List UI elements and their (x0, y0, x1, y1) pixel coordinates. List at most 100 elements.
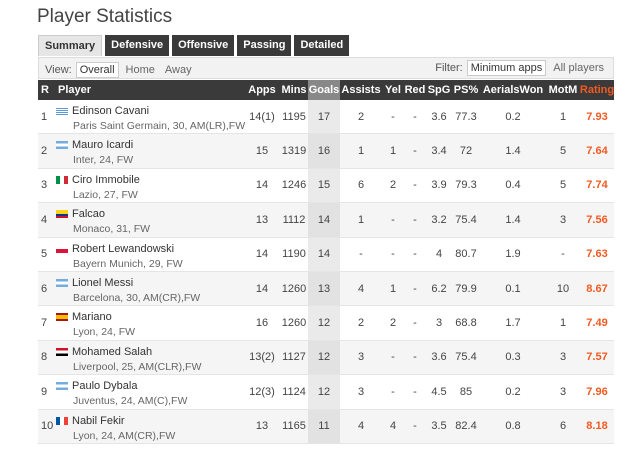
pass-success-cell: 68.8 (455, 317, 477, 330)
red-cards-cell: - (413, 248, 417, 261)
column-header-mins[interactable]: Mins (281, 84, 307, 96)
pass-success-cell: 79.3 (455, 179, 477, 192)
tab-defensive[interactable]: Defensive (105, 35, 170, 56)
spain-flag-icon (56, 313, 68, 322)
pass-success-cell: 79.9 (455, 282, 477, 295)
apps-cell: 14 (255, 248, 269, 261)
player-name-link[interactable]: Edinson Cavani (72, 105, 150, 117)
rank-cell: 9 (41, 385, 48, 398)
tab-detailed[interactable]: Detailed (294, 35, 350, 56)
aerials-won-cell: 1.4 (505, 145, 521, 158)
assists-cell: 6 (357, 179, 365, 192)
rating-cell: 7.74 (586, 179, 608, 192)
tab-passing[interactable]: Passing (237, 35, 292, 56)
player-meta: Inter, 24, FW (73, 154, 134, 167)
player-name-link[interactable]: Mohamed Salah (72, 345, 153, 358)
player-name-link[interactable]: Mariano (72, 311, 112, 324)
player-cell: Lionel Messi Barcelona, 30, AM(CR),FW (56, 276, 246, 304)
apps-cell: 13 (255, 420, 269, 433)
rank-cell: 6 (41, 282, 48, 295)
filter-option-all-players[interactable]: All players (553, 62, 604, 74)
aerials-won-cell: 0.8 (505, 420, 521, 433)
column-header-motm[interactable]: MotM (548, 84, 578, 96)
view-option-home[interactable]: Home (125, 64, 155, 76)
filter-bar: View: Overall Home Away Filter: Minimum … (38, 57, 614, 79)
view-option-overall[interactable]: Overall (75, 62, 119, 78)
yellow-cards-cell: 2 (389, 317, 397, 330)
yellow-cards-cell: - (391, 351, 395, 364)
shots-per-game-cell: 3.4 (431, 145, 447, 158)
column-header-rating[interactable]: Rating (579, 84, 615, 96)
player-name-link[interactable]: Falcao (72, 208, 106, 221)
assists-cell: 4 (357, 282, 365, 295)
column-header-rank[interactable]: R (41, 84, 49, 96)
rating-cell: 7.96 (586, 385, 608, 398)
player-cell: Ciro Immobile Lazio, 27, FW (56, 173, 246, 201)
player-name-link[interactable]: Ciro Immobile (72, 173, 140, 186)
pass-success-cell: 75.4 (455, 351, 477, 364)
column-header-apps[interactable]: Apps (248, 84, 276, 96)
filter-option-minimum-apps[interactable]: Minimum apps (466, 60, 547, 76)
column-header-aerials-won[interactable]: AerialsWon (482, 84, 544, 96)
table-row: 10 Nabil Fekir Lyon, 24, AM(CR),FW 13 11… (38, 409, 614, 444)
rating-cell: 7.57 (586, 351, 608, 364)
player-cell: Edinson Cavani Paris Saint Germain, 30, … (56, 104, 246, 132)
column-header-goals[interactable]: Goals (308, 80, 340, 100)
column-header-pass-success[interactable]: PS% (453, 84, 479, 96)
aerials-won-cell: 0.2 (505, 385, 521, 398)
rating-cell: 8.18 (586, 420, 608, 433)
view-selector: View: Overall Home Away (45, 62, 195, 78)
yellow-cards-cell: - (391, 213, 395, 226)
column-header-player[interactable]: Player (58, 84, 92, 96)
rating-cell: 7.56 (586, 213, 608, 226)
motm-cell: 3 (559, 351, 567, 364)
player-name-link[interactable]: Mauro Icardi (72, 139, 134, 152)
goals-cell: 11 (308, 409, 340, 443)
pass-success-cell: 82.4 (455, 420, 477, 433)
player-stats-table: R Player Apps Mins Goals Assists Yel Red… (38, 80, 614, 444)
player-meta: Paris Saint Germain, 30, AM(LR),FW (73, 120, 246, 132)
player-name-link[interactable]: Lionel Messi (72, 276, 134, 289)
table-row: 6 Lionel Messi Barcelona, 30, AM(CR),FW … (38, 271, 614, 307)
uruguay-flag-icon (56, 107, 68, 115)
player-name-link[interactable]: Paulo Dybala (72, 380, 138, 393)
motm-cell: 5 (559, 145, 567, 158)
column-header-assists[interactable]: Assists (341, 84, 381, 96)
poland-flag-icon (56, 244, 68, 253)
pass-success-cell: 72 (459, 145, 473, 158)
player-meta: Lyon, 24, FW (73, 326, 136, 339)
motm-cell: 6 (559, 420, 567, 433)
goals-cell: 14 (308, 203, 340, 237)
red-cards-cell: - (413, 213, 417, 226)
view-option-away[interactable]: Away (164, 64, 192, 76)
player-name-link[interactable]: Nabil Fekir (72, 414, 125, 427)
tab-summary[interactable]: Summary (38, 35, 103, 56)
apps-cell: 15 (255, 145, 269, 158)
player-name-link[interactable]: Robert Lewandowski (72, 242, 175, 255)
goals-cell: 12 (308, 306, 340, 340)
rank-cell: 1 (41, 110, 48, 123)
column-header-red-cards[interactable]: Red (404, 84, 426, 96)
player-meta: Barcelona, 30, AM(CR),FW (73, 291, 201, 304)
goals-cell: 12 (308, 340, 340, 375)
red-cards-cell: - (413, 282, 417, 295)
goals-cell: 12 (308, 375, 340, 409)
assists-cell: - (359, 248, 363, 261)
filter-selector: Filter: Minimum apps All players (435, 60, 607, 76)
shots-per-game-cell: 6.2 (431, 282, 447, 295)
red-cards-cell: - (413, 351, 417, 364)
tab-offensive[interactable]: Offensive (172, 35, 235, 56)
player-meta: Lazio, 27, FW (73, 188, 138, 201)
assists-cell: 3 (357, 351, 365, 364)
aerials-won-cell: 1.4 (505, 213, 521, 226)
apps-cell: 13 (255, 213, 269, 226)
column-header-yellow-cards[interactable]: Yel (385, 84, 401, 96)
apps-cell: 14 (255, 179, 269, 192)
aerials-won-cell: 0.1 (505, 282, 521, 295)
yellow-cards-cell: 4 (389, 420, 397, 433)
aerials-won-cell: 1.7 (505, 317, 521, 330)
mins-cell: 1319 (281, 145, 307, 158)
assists-cell: 4 (357, 420, 365, 433)
shots-per-game-cell: 3.6 (431, 110, 447, 123)
column-header-shots-per-game[interactable]: SpG (427, 84, 451, 96)
